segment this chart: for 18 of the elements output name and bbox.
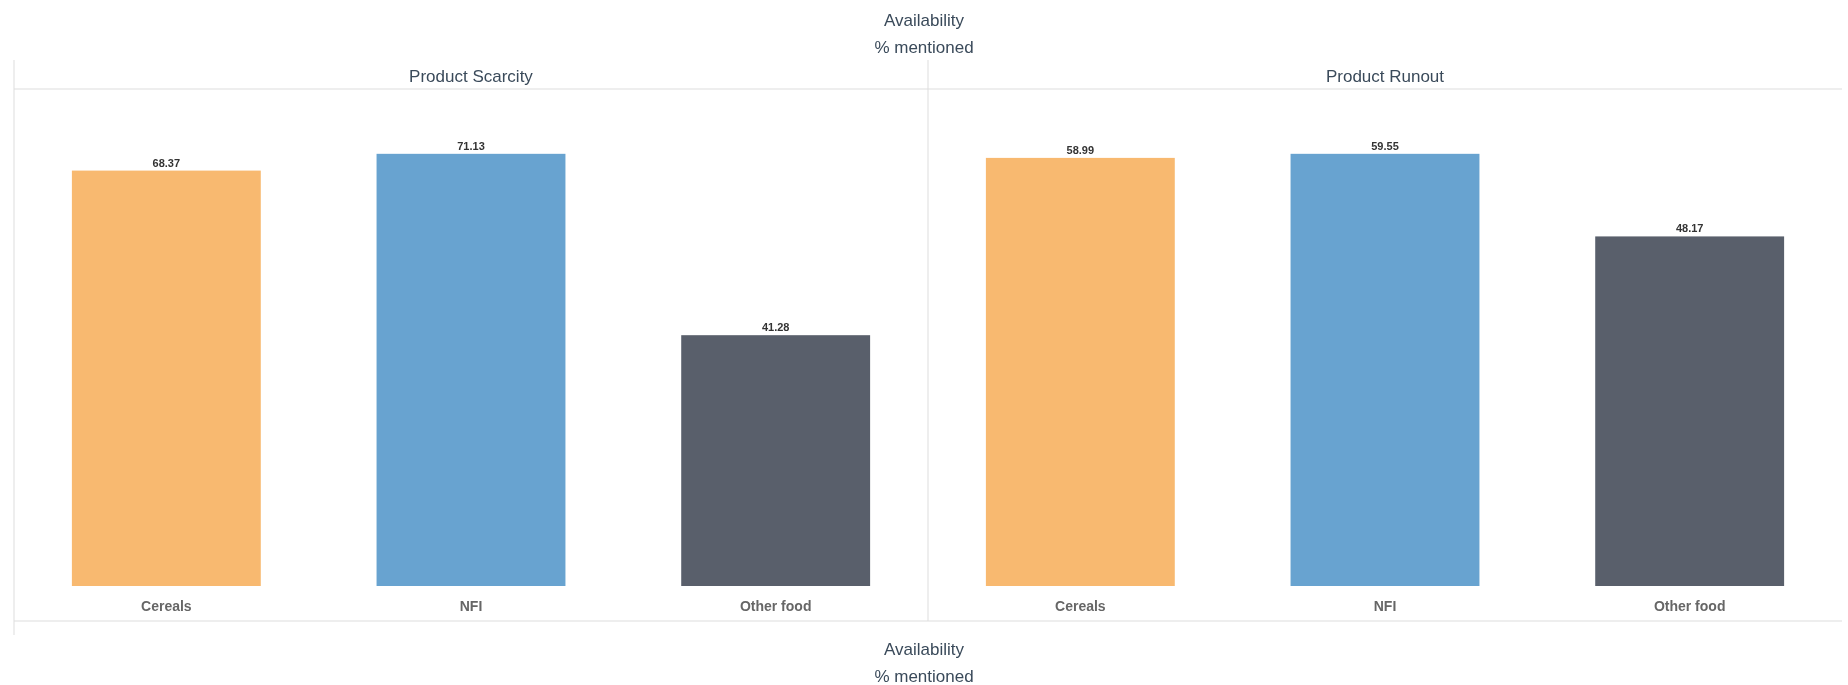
x-tick-label: Cereals [141,598,192,614]
text: Availability [883,11,965,30]
x-tick-label: Cereals [1055,598,1106,614]
data-label: 59.55 [1371,139,1399,152]
text: % mentioned [874,38,974,57]
x-tick-label: NFI [459,598,483,614]
text: Availability [883,640,965,659]
x-tick-label: Other food [1653,598,1726,614]
chart-title: Product Runout [1325,67,1445,86]
data-label: 41.28 [761,321,790,334]
data-label: 48.17 [1675,222,1704,235]
x-tick-label: NFI [1373,598,1397,614]
data-label: 68.37 [152,156,181,169]
data-label: 58.99 [1066,143,1095,156]
chart-title: Product Scarcity [409,67,534,86]
data-label: 71.13 [457,139,485,152]
x-tick-label: Other food [739,598,812,614]
text: % mentioned [874,667,974,685]
